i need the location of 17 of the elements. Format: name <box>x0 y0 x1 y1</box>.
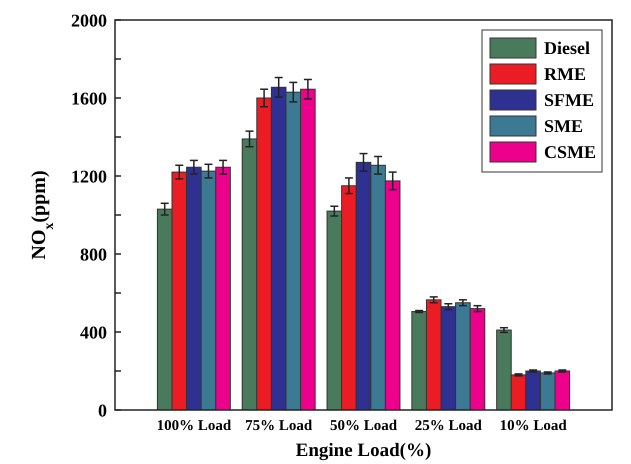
x-tick-label: 25% Load <box>414 418 483 434</box>
y-tick-label: 2000 <box>71 10 107 30</box>
y-tick-label: 1200 <box>71 166 107 186</box>
x-tick-label: 100% Load <box>156 418 232 434</box>
y-tick-label: 1600 <box>71 88 107 108</box>
x-tick-label: 50% Load <box>330 418 398 434</box>
x-tick-label: 10% Load <box>500 418 568 434</box>
x-axis-title: Engine Load(%) <box>296 440 432 461</box>
legend-label: RME <box>544 64 586 84</box>
legend-label: CSME <box>544 142 596 162</box>
legend-label: SME <box>544 116 584 136</box>
y-tick-label: 0 <box>98 400 107 420</box>
y-tick-label: 800 <box>80 244 107 264</box>
legend-label: SFME <box>544 90 594 110</box>
x-tick-label: 75% Load <box>245 418 313 434</box>
legend-label: Diesel <box>544 38 590 58</box>
y-tick-label: 400 <box>80 322 107 342</box>
